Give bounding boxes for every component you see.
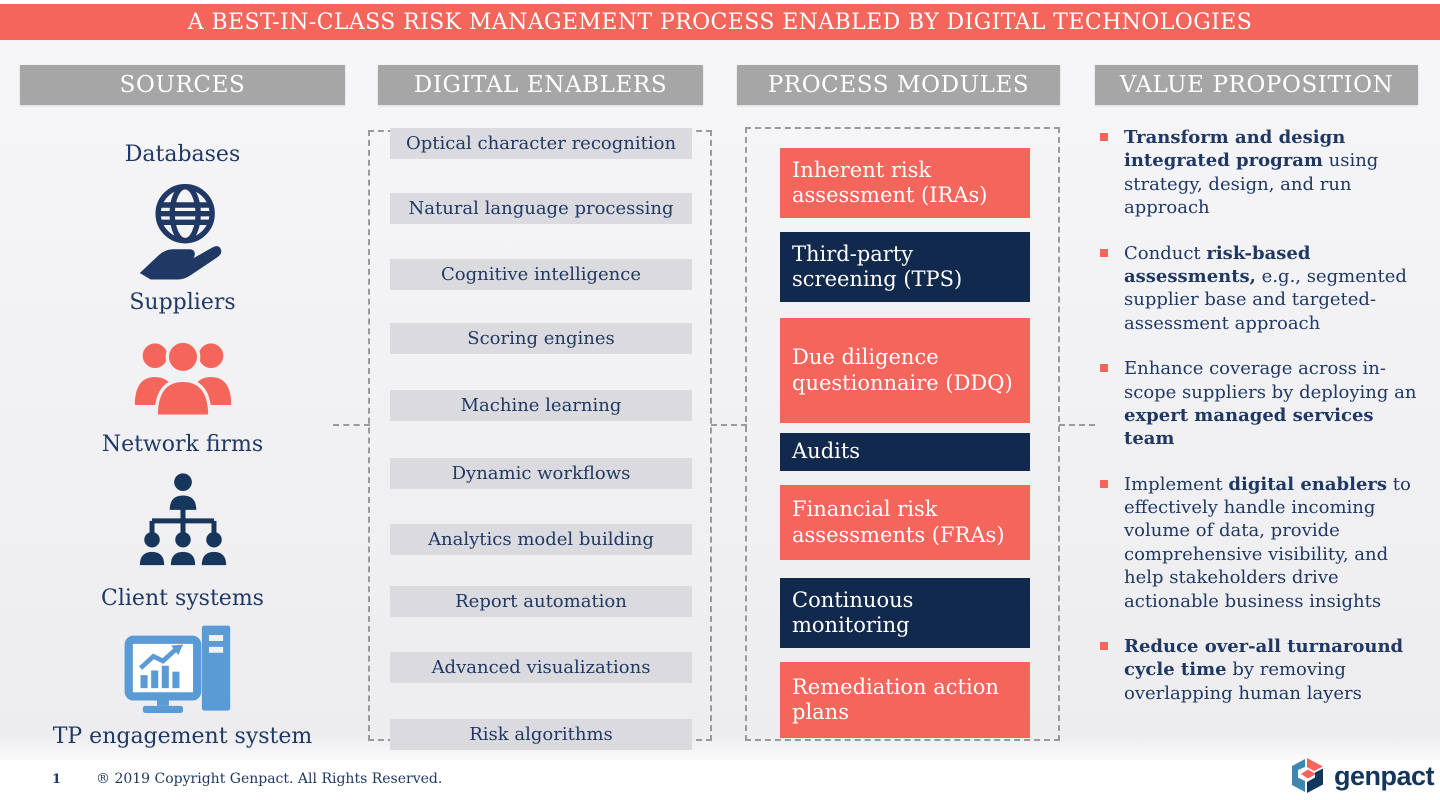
column-header-label: PROCESS MODULES xyxy=(767,72,1030,98)
genpact-logo: genpact xyxy=(1286,755,1435,797)
bullet-text-segment: e.g., segmented supplier base and target… xyxy=(1124,265,1407,334)
square-bullet-icon xyxy=(1100,364,1108,373)
enabler-item: Report automation xyxy=(390,586,692,617)
bullet-text-segment: Implement xyxy=(1124,473,1229,495)
enabler-item: Scoring engines xyxy=(390,323,692,354)
bullet-text-segment: Transform and design integrated program xyxy=(1124,127,1346,172)
module-item: Continuous monitoring xyxy=(780,578,1030,648)
people-group-icon xyxy=(134,339,231,418)
bullet-text-segment: to effectively handle incoming volume of… xyxy=(1124,473,1411,612)
column-header-label: VALUE PROPOSITION xyxy=(1119,72,1394,98)
module-item: Audits xyxy=(780,433,1030,471)
org-chart-icon xyxy=(139,473,226,566)
enabler-item: Machine learning xyxy=(390,390,692,421)
column-header-label: DIGITAL ENABLERS xyxy=(413,72,668,98)
footer xyxy=(0,760,1440,800)
bullet-text-segment: risk-based assessments, xyxy=(1124,242,1311,287)
title-banner: A BEST-IN-CLASS RISK MANAGEMENT PROCESS … xyxy=(0,4,1440,40)
vp-bullet-item: Transform and design integrated program … xyxy=(1097,126,1421,220)
square-bullet-icon xyxy=(1100,248,1108,257)
source-label-client-systems: Client systems xyxy=(101,586,264,611)
enabler-item: Optical character recognition xyxy=(390,128,692,159)
bullet-text-segment: digital enablers xyxy=(1228,473,1388,495)
module-item: Third-party screening (TPS) xyxy=(780,232,1030,302)
dashed-connector-modules-value xyxy=(1059,424,1095,426)
bullet-text-segment: expert managed services team xyxy=(1124,404,1374,450)
source-label-suppliers: Suppliers xyxy=(129,290,236,315)
enabler-item: Analytics model building xyxy=(390,524,692,555)
source-label-tp-engagement-system: TP engagement system xyxy=(52,724,313,749)
bullet-text-segment: by removing overlapping human layers xyxy=(1124,659,1362,704)
copyright-text: ® 2019 Copyright Genpact. All Rights Res… xyxy=(96,771,443,787)
module-item: Inherent risk assessment (IRAs) xyxy=(780,148,1030,218)
square-bullet-icon xyxy=(1100,642,1108,651)
square-bullet-icon xyxy=(1100,479,1108,488)
enabler-item: Dynamic workflows xyxy=(390,458,692,489)
source-label-databases: Databases xyxy=(124,142,241,167)
column-header-process-modules: PROCESS MODULES xyxy=(737,65,1060,105)
vp-bullet-item: Reduce over-all turnaround cycle time by… xyxy=(1097,635,1421,705)
bullet-text-segment: Enhance coverage across in-scope supplie… xyxy=(1124,358,1417,403)
bullet-text-segment: Reduce over-all turnaround cycle time xyxy=(1124,636,1404,681)
vp-bullet-item: Enhance coverage across in-scope supplie… xyxy=(1097,357,1421,451)
module-item: Financial risk assessments (FRAs) xyxy=(780,485,1030,560)
column-header-label: SOURCES xyxy=(119,72,246,98)
process-modules-group-border xyxy=(745,127,1060,741)
column-header-digital-enablers: DIGITAL ENABLERS xyxy=(378,65,703,105)
globe-hand-icon xyxy=(139,183,221,280)
page-number: 1 xyxy=(52,772,62,787)
vp-bullet-item: Conduct risk-based assessments, e.g., se… xyxy=(1097,242,1421,336)
genpact-wordmark: genpact xyxy=(1334,760,1435,791)
bullet-text-segment: Conduct xyxy=(1124,242,1207,264)
module-item: Due diligence questionnaire (DDQ) xyxy=(780,318,1030,423)
enabler-item: Natural language processing xyxy=(390,193,692,224)
column-header-value-proposition: VALUE PROPOSITION xyxy=(1095,65,1418,105)
banner-title: A BEST-IN-CLASS RISK MANAGEMENT PROCESS … xyxy=(187,9,1253,35)
computer-system-icon xyxy=(124,625,230,713)
genpact-logo-icon xyxy=(1292,758,1323,793)
module-item: Remediation action plans xyxy=(780,662,1030,738)
enabler-item: Cognitive intelligence xyxy=(390,259,692,290)
square-bullet-icon xyxy=(1100,133,1108,141)
vp-bullet-item: Implement digital enablers to effectivel… xyxy=(1097,473,1421,613)
sources-column: Databases Suppliers xyxy=(20,120,345,760)
column-header-sources: SOURCES xyxy=(20,65,345,105)
enabler-item: Risk algorithms xyxy=(390,719,692,750)
bullet-text-segment: using strategy, design, and run approach xyxy=(1124,150,1379,219)
dashed-connector-enablers-modules xyxy=(711,424,747,426)
value-proposition-list: Transform and design integrated program … xyxy=(1097,126,1421,727)
dashed-connector-sources-enablers xyxy=(333,424,370,426)
source-label-network-firms: Network firms xyxy=(101,432,264,457)
enabler-item: Advanced visualizations xyxy=(390,652,692,683)
